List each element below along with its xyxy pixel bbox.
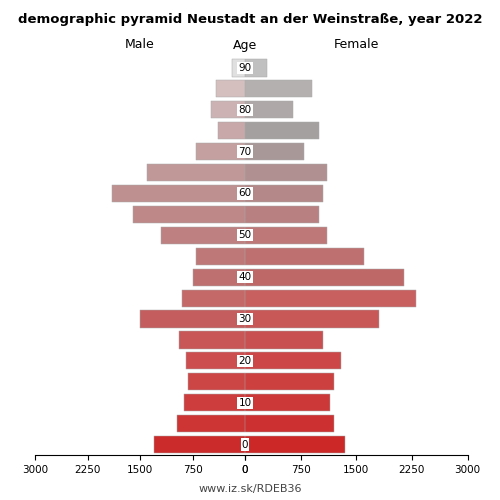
Bar [196,143,245,160]
Bar [245,310,378,328]
Text: 90: 90 [238,63,252,73]
Text: www.iz.sk/RDEB36: www.iz.sk/RDEB36 [198,484,302,494]
Text: 30: 30 [238,314,252,324]
Bar [161,227,245,244]
Text: 70: 70 [238,146,252,156]
Text: Male: Male [125,38,155,52]
Bar [245,60,267,76]
Bar [245,373,334,390]
Bar [245,332,323,348]
Bar [178,332,245,348]
Bar [216,80,245,98]
Bar [245,206,319,223]
Bar [245,80,312,98]
Text: 60: 60 [238,188,252,198]
Bar [245,415,334,432]
Bar [245,268,404,285]
Bar [112,185,245,202]
Bar [218,122,245,140]
Text: Age: Age [233,38,257,52]
Text: Female: Female [334,38,379,52]
Text: 80: 80 [238,105,252,115]
Bar [184,394,245,411]
Bar [196,248,245,265]
Bar [245,164,326,181]
Bar [182,290,245,306]
Bar [133,206,245,223]
Bar [232,60,245,76]
Bar [245,122,319,140]
Text: 50: 50 [238,230,252,240]
Bar [177,415,245,432]
Bar [245,185,323,202]
Text: 0: 0 [242,440,248,450]
Bar [188,373,245,390]
Bar [245,227,326,244]
Bar [245,101,293,118]
Bar [140,310,245,328]
Bar [245,436,345,453]
Text: demographic pyramid Neustadt an der Weinstraße, year 2022: demographic pyramid Neustadt an der Wein… [18,12,482,26]
Bar [245,143,304,160]
Bar [245,394,330,411]
Bar [192,268,245,285]
Bar [245,248,364,265]
Text: 10: 10 [238,398,252,407]
Bar [245,352,342,370]
Bar [245,290,416,306]
Bar [147,164,245,181]
Text: 40: 40 [238,272,252,282]
Bar [154,436,245,453]
Bar [186,352,245,370]
Bar [212,101,245,118]
Text: 20: 20 [238,356,252,366]
